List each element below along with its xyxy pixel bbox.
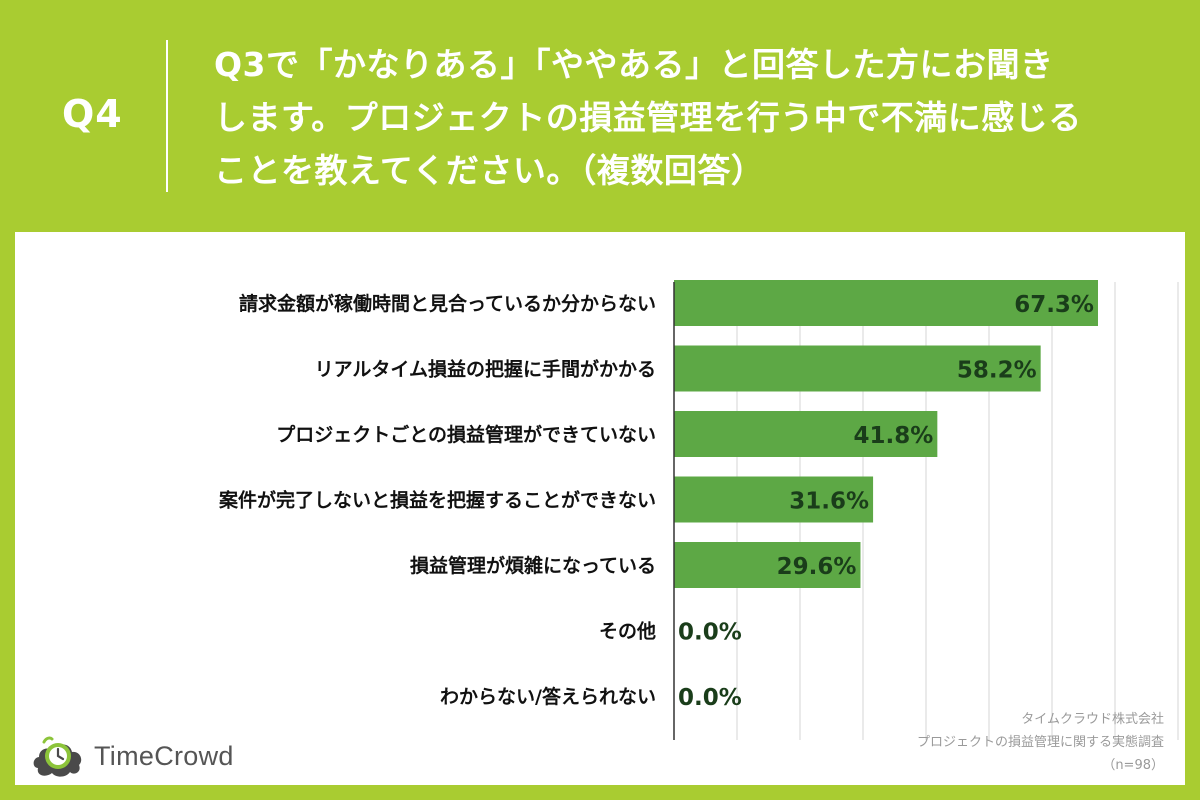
- category-label: わからない/答えられない: [440, 685, 656, 708]
- question-text: Q3で「かなりある」「ややある」と回答した方にお聞き します。プロジェクトの損益…: [214, 38, 1154, 197]
- credit-block: タイムクラウド株式会社 プロジェクトの損益管理に関する実態調査 （n=98）: [917, 708, 1164, 777]
- category-label: その他: [599, 620, 656, 643]
- data-label: 0.0%: [678, 620, 742, 646]
- bar: [674, 411, 938, 457]
- data-label: 31.6%: [789, 489, 869, 515]
- category-label: 請求金額が稼働時間と見合っているか分からない: [239, 292, 656, 315]
- bar: [674, 476, 874, 523]
- bar-chart: 請求金額が稼働時間と見合っているか分からない 67.3% リアルタイム損益の把握に手…: [218, 280, 1179, 740]
- question-line-2: します。プロジェクトの損益管理を行う中で不満に感じる: [214, 98, 1082, 137]
- data-label: 67.3%: [1014, 292, 1094, 318]
- data-label: 58.2%: [957, 358, 1037, 384]
- question-number: Q4: [62, 92, 123, 136]
- bar: [674, 280, 1098, 326]
- timecrowd-logo: TimeCrowd: [30, 736, 234, 777]
- data-label: 29.6%: [777, 554, 857, 580]
- header-divider: [166, 40, 168, 192]
- data-label: 41.8%: [854, 423, 934, 449]
- bar: [674, 345, 1041, 392]
- chart-panel: 請求金額が稼働時間と見合っているか分からない 67.3% リアルタイム損益の把握に手…: [15, 232, 1185, 785]
- credit-company: タイムクラウド株式会社: [1021, 712, 1164, 727]
- bar: [674, 542, 861, 588]
- timecrowd-cloud-clock-icon: [33, 736, 82, 777]
- question-line-3: ことを教えてください。（複数回答）: [214, 151, 765, 190]
- category-label: 損益管理が煩雑になっている: [410, 554, 656, 577]
- header: Q4 Q3で「かなりある」「ややある」と回答した方にお聞き します。プロジェクト…: [0, 0, 1200, 232]
- category-label: プロジェクトごとの損益管理ができていない: [276, 423, 656, 446]
- credit-sample-size: （n=98）: [1102, 758, 1164, 773]
- category-label: リアルタイム損益の把握に手間がかかる: [315, 358, 656, 381]
- data-label: 0.0%: [678, 685, 742, 711]
- category-label: 案件が完了しないと損益を把握することができない: [218, 489, 656, 512]
- logo-text: TimeCrowd: [94, 740, 234, 771]
- credit-survey: プロジェクトの損益管理に関する実態調査: [916, 735, 1164, 750]
- question-line-1: Q3で「かなりある」「ややある」と回答した方にお聞き: [214, 45, 1054, 84]
